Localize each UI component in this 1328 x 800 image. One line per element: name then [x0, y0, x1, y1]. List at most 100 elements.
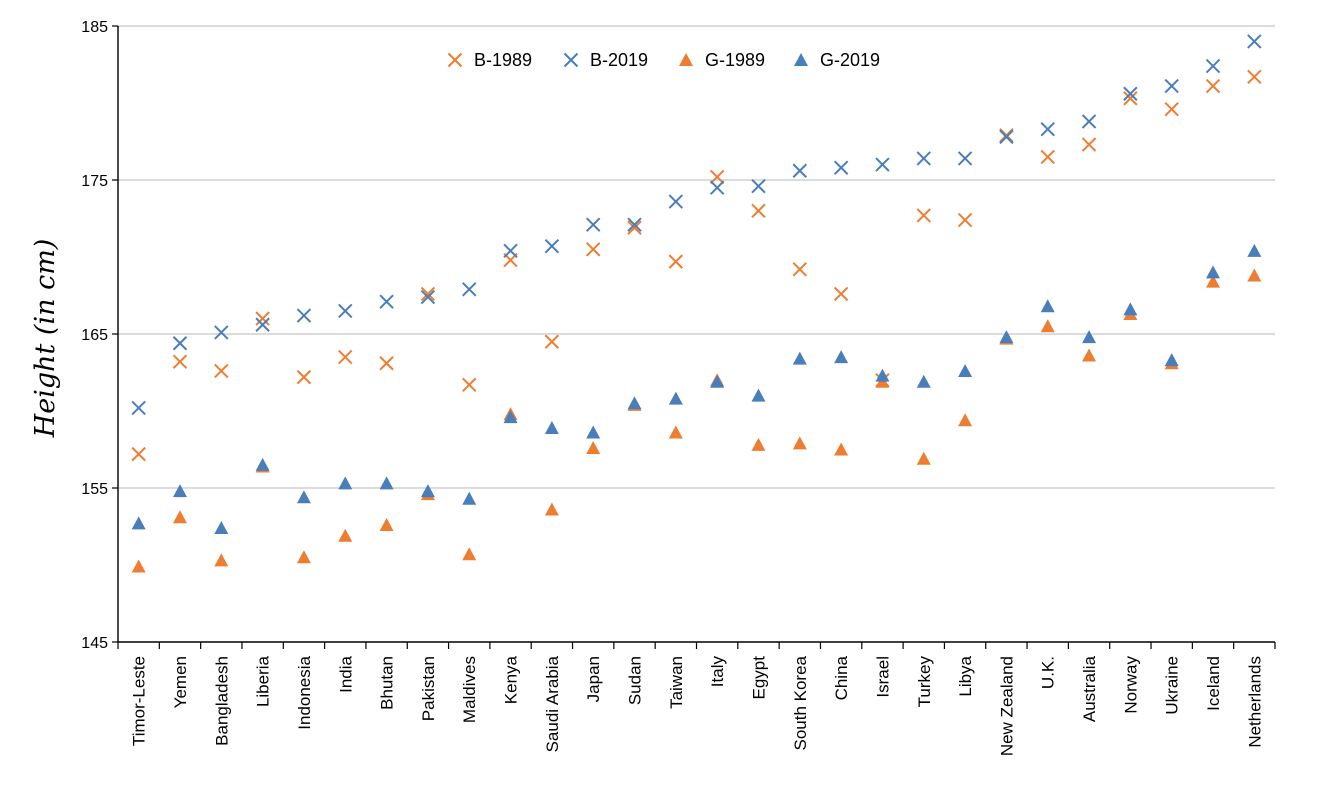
- x-tick-label-liberia: Liberia: [254, 655, 273, 707]
- marker-g-2019-liberia: [255, 457, 270, 471]
- x-tick-label-iceland: Iceland: [1204, 656, 1223, 711]
- marker-b-1989-japan: [585, 242, 601, 257]
- marker-b-1989-maldives: [462, 377, 477, 393]
- marker-b-1989-new-zealand: [999, 128, 1014, 143]
- marker-g-2019-saudi-arabia: [544, 420, 559, 434]
- data-markers: [131, 34, 1262, 573]
- marker-b-2019-india: [338, 303, 353, 319]
- marker-b-1989-sudan: [627, 220, 642, 235]
- marker-b-1989-bhutan: [379, 356, 394, 371]
- marker-b-1989-netherlands: [1247, 69, 1262, 85]
- marker-b-2019-iceland: [1205, 58, 1221, 74]
- marker-b-2019-timor-leste: [131, 400, 146, 416]
- marker-g-1989-yemen: [172, 510, 187, 524]
- marker-g-1989-taiwan: [668, 425, 683, 439]
- marker-g-2019-norway: [1123, 302, 1138, 316]
- x-tick-label-south-korea: South Korea: [791, 655, 810, 750]
- marker-b-1989-yemen: [172, 354, 188, 369]
- marker-b-2019-maldives: [462, 282, 477, 297]
- marker-g-1989-india: [338, 528, 353, 542]
- marker-b-1989-indonesia: [296, 369, 312, 385]
- marker-g-2019-indonesia: [296, 490, 311, 504]
- x-tick-label-turkey: Turkey: [915, 656, 934, 708]
- marker-b-1989-china: [833, 286, 849, 302]
- grid-lines: [118, 25, 1275, 489]
- marker-b-2019-netherlands: [1247, 34, 1262, 49]
- marker-b-1989-australia: [1081, 137, 1097, 152]
- x-tick-label-bhutan: Bhutan: [378, 656, 397, 710]
- marker-b-2019-taiwan: [668, 194, 684, 209]
- marker-b-2019-saudi-arabia: [544, 239, 560, 254]
- marker-b-2019-egypt: [751, 178, 766, 194]
- y-tick-label-185: 185: [81, 19, 108, 36]
- x-tick-label-kenya: Kenya: [502, 655, 521, 704]
- y-axis-label: Height (in cm): [30, 239, 61, 439]
- x-tick-label-egypt: Egypt: [749, 656, 768, 700]
- marker-g-2019-bangladesh: [214, 521, 229, 535]
- axes: [112, 25, 1276, 649]
- x-tick-label-pakistan: Pakistan: [419, 656, 438, 721]
- marker-b-1989-south-korea: [792, 262, 808, 277]
- x-tick-labels: Timor-Leste Yemen Bangladesh Liberia Indones…: [130, 655, 1265, 756]
- marker-g-2019-italy: [710, 374, 725, 388]
- marker-g-1989-china: [834, 442, 849, 456]
- marker-b-2019-china: [833, 160, 849, 175]
- legend: B-1989 B-2019 G-1989 G-2019: [447, 50, 880, 70]
- x-tick-label-ukraine: Ukraine: [1163, 656, 1182, 715]
- marker-b-1989-bangladesh: [214, 363, 229, 379]
- marker-g-2019-netherlands: [1247, 243, 1262, 257]
- x-tick-label-taiwan: Taiwan: [667, 656, 686, 709]
- marker-b-1989-liberia: [255, 311, 270, 326]
- y-tick-label-175: 175: [81, 173, 108, 190]
- marker-g-1989-libya: [958, 413, 973, 427]
- marker-b-1989-saudi-arabia: [544, 334, 560, 349]
- marker-b-1989-italy: [709, 169, 725, 185]
- x-tick-label-yemen: Yemen: [171, 656, 190, 708]
- x-tick-label-libya: Libya: [956, 655, 975, 696]
- marker-g-2019-kenya: [503, 410, 518, 424]
- marker-b-2019-ukraine: [1164, 78, 1179, 94]
- marker-g-2019-ukraine: [1164, 353, 1179, 367]
- marker-g-2019-japan: [586, 425, 601, 439]
- x-tick-label-indonesia: Indonesia: [295, 655, 314, 729]
- x-tick-label-israel: Israel: [873, 656, 892, 698]
- x-tick-label-australia: Australia: [1080, 655, 1099, 722]
- marker-g-1989-bangladesh: [214, 553, 229, 567]
- marker-b-1989-libya: [957, 212, 973, 228]
- y-tick-label-165: 165: [81, 327, 108, 344]
- x-tick-label-new-zealand: New Zealand: [997, 656, 1016, 756]
- marker-b-1989-turkey: [916, 208, 931, 223]
- x-tick-label-saudi-arabia: Saudi Arabia: [543, 655, 562, 752]
- marker-b-1989-egypt: [751, 203, 766, 219]
- x-tick-label-norway: Norway: [1121, 656, 1140, 714]
- x-tick-label-japan: Japan: [584, 656, 603, 702]
- marker-b-2019-bangladesh: [214, 325, 229, 340]
- marker-b-2019-u-k: [1040, 121, 1055, 137]
- marker-b-2019-indonesia: [296, 308, 312, 323]
- marker-b-1989-u-k: [1040, 149, 1055, 165]
- marker-g-2019-taiwan: [668, 391, 683, 405]
- marker-g-2019-maldives: [462, 491, 477, 505]
- marker-g-1989-egypt: [751, 437, 766, 451]
- marker-b-2019-pakistan: [420, 289, 436, 305]
- legend-marker-b-2019: [563, 52, 579, 68]
- marker-b-2019-italy: [709, 180, 725, 195]
- marker-g-1989-iceland: [1206, 274, 1221, 288]
- marker-b-2019-bhutan: [379, 294, 394, 309]
- marker-g-2019-iceland: [1206, 265, 1221, 279]
- marker-g-2019-timor-leste: [131, 516, 146, 530]
- legend-label-g-1989: G-1989: [705, 50, 765, 70]
- x-tick-label-bangladesh: Bangladesh: [212, 656, 231, 746]
- marker-b-2019-yemen: [172, 336, 188, 351]
- marker-g-2019-u-k: [1040, 299, 1055, 313]
- marker-b-2019-turkey: [916, 151, 931, 166]
- x-tick-label-timor-leste: Timor-Leste: [130, 656, 149, 746]
- x-tick-label-maldives: Maldives: [460, 656, 479, 723]
- marker-b-1989-timor-leste: [131, 446, 146, 462]
- marker-g-2019-egypt: [751, 388, 766, 402]
- marker-g-1989-japan: [586, 440, 601, 454]
- marker-g-2019-pakistan: [420, 484, 435, 498]
- marker-b-1989-norway: [1123, 91, 1138, 106]
- marker-b-2019-kenya: [503, 243, 518, 259]
- marker-g-2019-australia: [1082, 330, 1097, 344]
